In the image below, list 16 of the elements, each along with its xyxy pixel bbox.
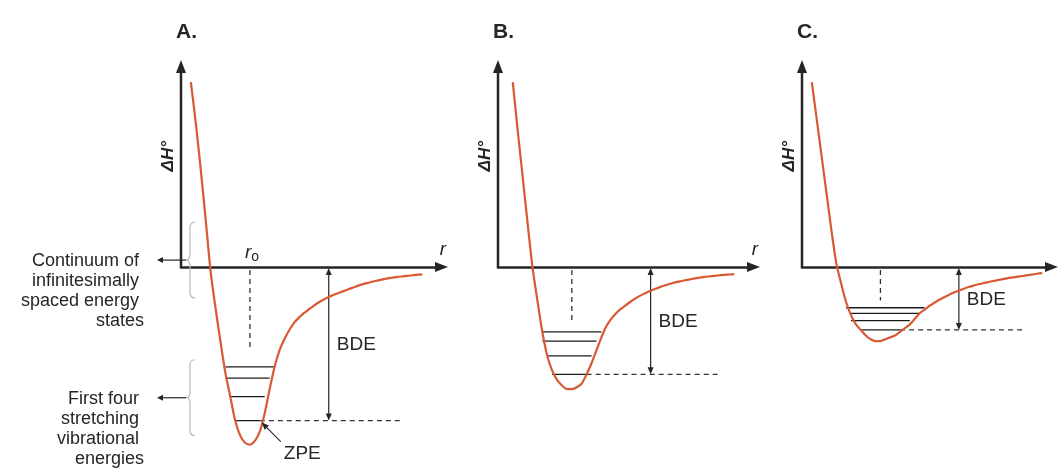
- annotation: BDE: [658, 310, 698, 332]
- chart-title: A.: [176, 18, 197, 42]
- annotation: BDE: [336, 333, 376, 355]
- annotation: BDE: [966, 288, 1006, 310]
- text: r: [439, 237, 446, 259]
- y-axis-title: ΔH°: [474, 140, 494, 173]
- x-axis-title: r: [244, 240, 252, 262]
- text: First four stretching vibrational energies: [56, 387, 144, 468]
- chart-title: B.: [493, 18, 514, 42]
- annotation: ZPE: [283, 442, 321, 464]
- y-axis-title: ΔH°: [778, 140, 798, 173]
- text: o: [251, 248, 260, 265]
- y-axis-title: ΔH°: [157, 140, 177, 173]
- text: Continuum of infinitesimally spaced energy states: [20, 250, 144, 331]
- x-axis-title: r: [751, 237, 759, 259]
- chart-title: C.: [797, 18, 818, 42]
